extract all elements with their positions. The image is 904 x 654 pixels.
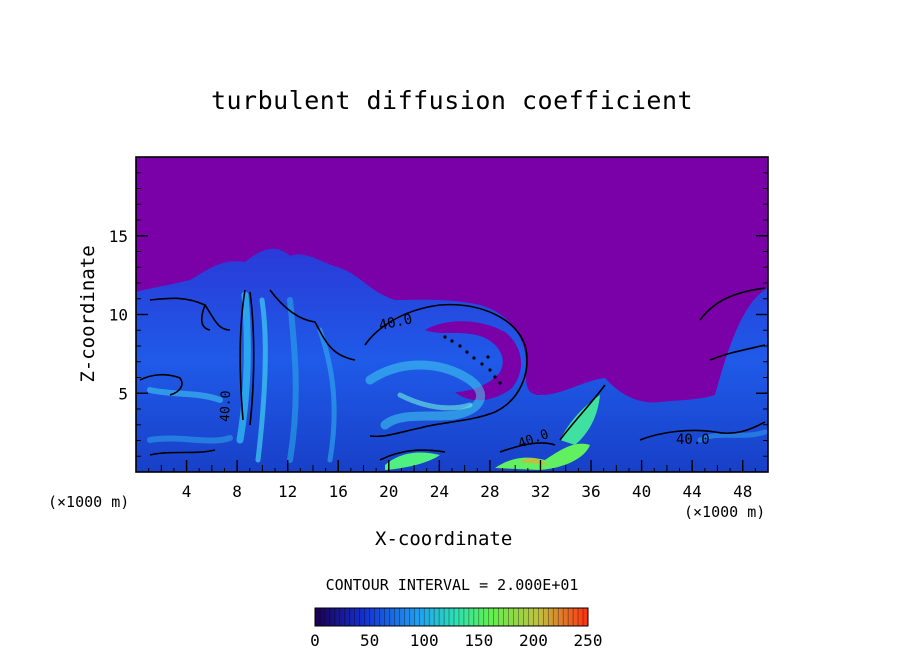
contour-interval: CONTOUR INTERVAL = 2.000E+01 — [325, 576, 579, 594]
y-axis-label: Z-coordinate — [77, 245, 99, 383]
colorbar-tick-label: 250 — [574, 631, 603, 650]
contour-label: 40.0 — [378, 311, 414, 334]
colorbar-tick-label: 0 — [310, 631, 320, 650]
x-tick-label: 28 — [480, 482, 499, 501]
x-tick-label: 44 — [683, 482, 702, 501]
x-tick-label: 36 — [581, 482, 600, 501]
y-tick-label: 5 — [118, 384, 128, 403]
x-tick-label: 12 — [278, 482, 297, 501]
colorbar-tick-label: 200 — [519, 631, 548, 650]
high-value-patches — [385, 395, 600, 470]
y-axis: 5 10 15 — [109, 172, 768, 457]
y-tick-label: 10 — [109, 306, 128, 325]
contour-label: 40.0 — [676, 432, 710, 448]
colorbar — [314, 607, 589, 627]
x-tick-label: 8 — [232, 482, 242, 501]
y-tick-label: 15 — [109, 227, 128, 246]
eddy-core — [425, 321, 522, 401]
x-tick-label: 20 — [379, 482, 398, 501]
x-tick-label: 24 — [430, 482, 449, 501]
contour-lines — [139, 287, 766, 461]
x-tick-label: 48 — [733, 482, 752, 501]
colorbar-tick-label: 150 — [464, 631, 493, 650]
x-axis: 4 8 12 16 20 24 28 32 36 40 44 48 — [148, 460, 756, 501]
x-axis-unit: (×1000 m) — [684, 503, 766, 521]
x-tick-label: 32 — [531, 482, 550, 501]
cyan-streaks — [147, 291, 768, 463]
x-tick-label: 40 — [632, 482, 651, 501]
contour-label: 40.0 — [218, 390, 234, 422]
colorbar-tick-label: 100 — [410, 631, 439, 650]
x-axis-label: X-coordinate — [375, 528, 513, 550]
colorbar-tick-label: 50 — [360, 631, 379, 650]
x-tick-label: 16 — [329, 482, 348, 501]
y-axis-unit: (×1000 m) — [48, 493, 130, 511]
colorbar-ticks: 0 50 100 150 200 250 — [310, 631, 602, 650]
chart-title: turbulent diffusion coefficient — [210, 86, 694, 115]
eddy-dots — [443, 335, 502, 385]
colorbar-stripes — [319, 608, 584, 626]
x-tick-label: 4 — [182, 482, 192, 501]
